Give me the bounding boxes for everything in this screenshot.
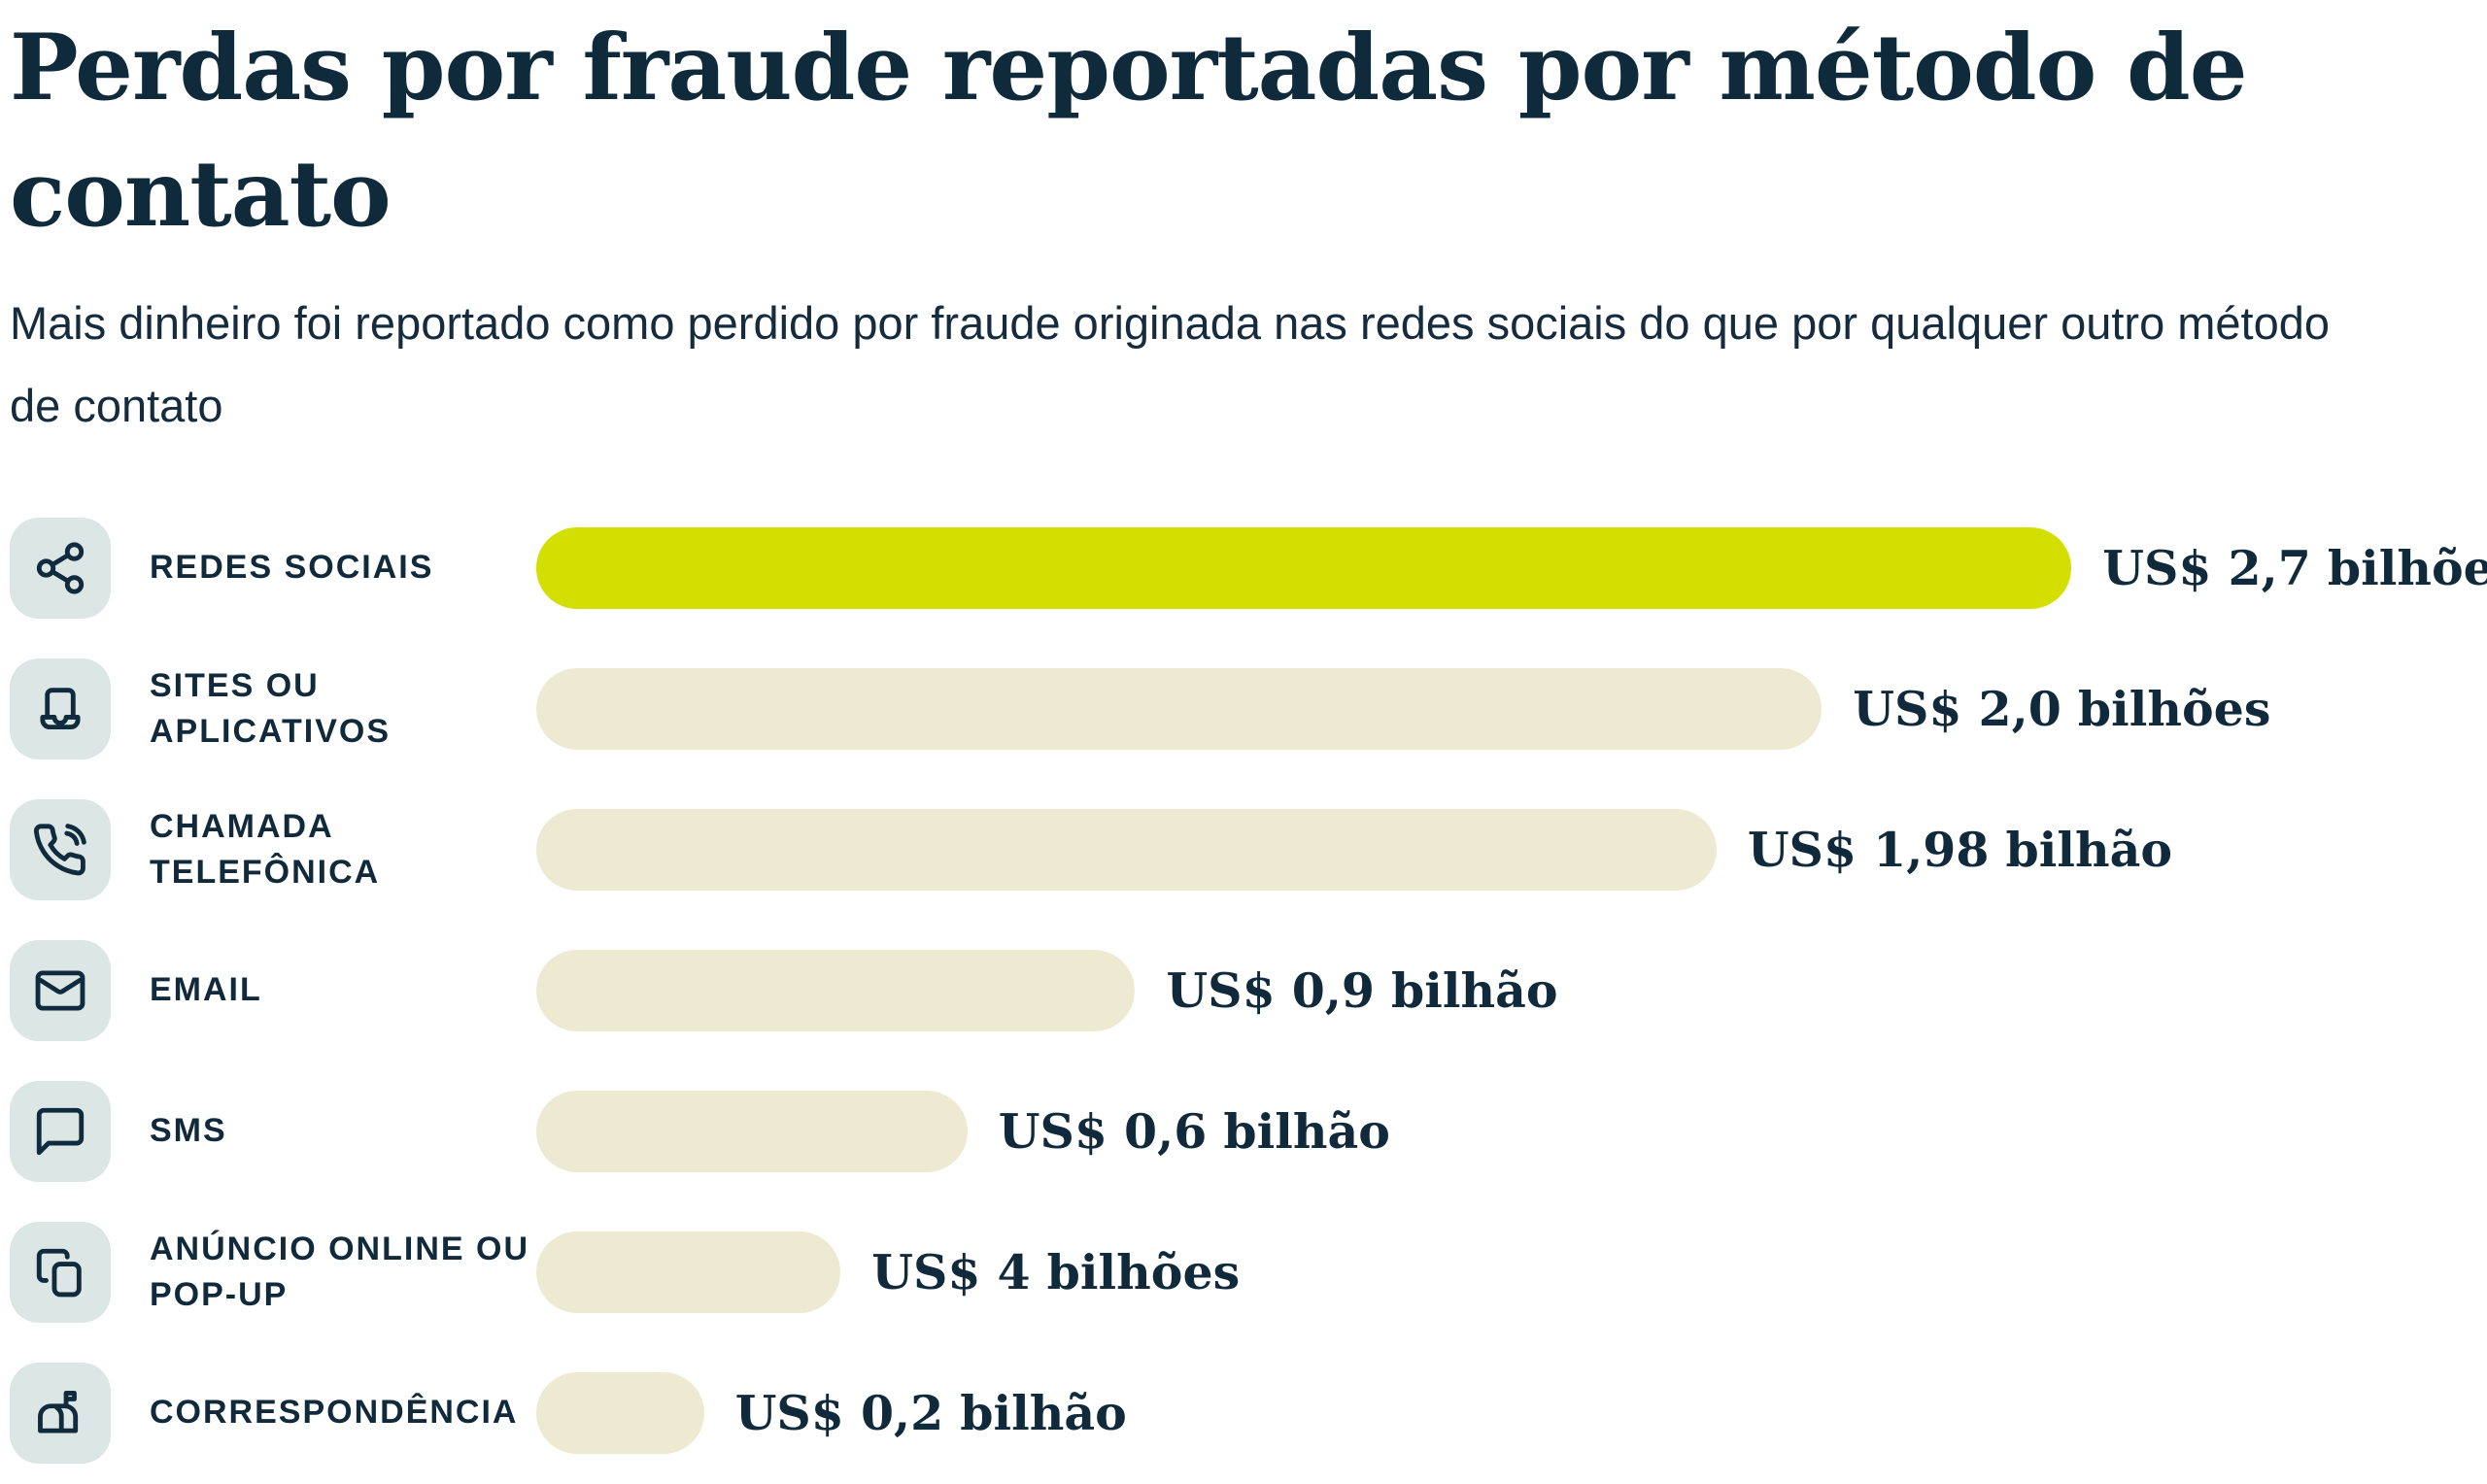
chart-row: SITES OU APLICATIVOS US$ 2,0 bilhões	[10, 639, 2487, 780]
row-label: REDES SOCIAIS	[150, 549, 434, 587]
row-value: US$ 0,6 bilhão	[998, 1103, 1390, 1161]
icon-chip	[10, 940, 111, 1042]
chart-row: CHAMADA TELEFÔNICA US$ 1,98 bilhão	[10, 780, 2487, 921]
icon-chip	[10, 1222, 111, 1324]
row-value: US$ 0,2 bilhão	[734, 1385, 1127, 1442]
copy-icon	[32, 1244, 88, 1300]
icon-chip	[10, 658, 111, 760]
mail-icon	[32, 962, 88, 1019]
row-bar	[536, 950, 1136, 1032]
laptop-icon	[32, 681, 88, 737]
share-icon	[32, 540, 88, 596]
mailbox-icon	[32, 1385, 88, 1441]
row-value: US$ 2,7 bilhões	[2102, 540, 2487, 597]
row-label: CHAMADA TELEFÔNICA	[150, 807, 381, 892]
row-label: EMAIL	[150, 971, 262, 1009]
chart-row: EMAIL US$ 0,9 bilhão	[10, 921, 2487, 1062]
icon-chip	[10, 518, 111, 620]
row-label: CORRESPONDÊNCIA	[150, 1394, 519, 1432]
row-bar	[536, 527, 2072, 610]
row-bar	[536, 1372, 704, 1455]
bar-track: US$ 0,9 bilhão	[536, 950, 2487, 1032]
row-label: ANÚNCIO ONLINE OU POP-UP	[150, 1230, 529, 1314]
row-bar	[536, 809, 1717, 892]
chart-rows: REDES SOCIAIS US$ 2,7 bilhões SITES OU A…	[10, 498, 2487, 1484]
page-title: Perdas por fraude reportadas por método …	[10, 15, 2248, 248]
row-bar	[536, 668, 1823, 751]
bar-track: US$ 4 bilhões	[536, 1231, 2487, 1314]
row-value: US$ 1,98 bilhão	[1747, 822, 2173, 879]
chart-row: REDES SOCIAIS US$ 2,7 bilhões	[10, 498, 2487, 639]
row-bar	[536, 1231, 841, 1314]
row-value: US$ 2,0 bilhões	[1853, 681, 2271, 738]
chart-row: SMS US$ 0,6 bilhão	[10, 1062, 2487, 1202]
bar-track: US$ 0,2 bilhão	[536, 1372, 2487, 1455]
chart-row: ANÚNCIO ONLINE OU POP-UP US$ 4 bilhões	[10, 1202, 2487, 1343]
row-value: US$ 0,9 bilhão	[1166, 962, 1558, 1020]
message-square-icon	[32, 1103, 88, 1160]
bar-track: US$ 2,7 bilhões	[536, 527, 2487, 610]
row-value: US$ 4 bilhões	[871, 1244, 1241, 1301]
bar-track: US$ 2,0 bilhões	[536, 668, 2487, 751]
chart-row: CORRESPONDÊNCIA US$ 0,2 bilhão	[10, 1343, 2487, 1484]
row-label: SITES OU APLICATIVOS	[150, 666, 392, 751]
icon-chip	[10, 799, 111, 901]
bar-track: US$ 0,6 bilhão	[536, 1091, 2487, 1173]
bar-track: US$ 1,98 bilhão	[536, 809, 2487, 892]
icon-chip	[10, 1363, 111, 1465]
page-subtitle: Mais dinheiro foi reportado como perdido…	[10, 297, 2331, 432]
phone-call-icon	[32, 822, 88, 878]
row-bar	[536, 1091, 968, 1173]
icon-chip	[10, 1081, 111, 1183]
row-label: SMS	[150, 1112, 227, 1150]
